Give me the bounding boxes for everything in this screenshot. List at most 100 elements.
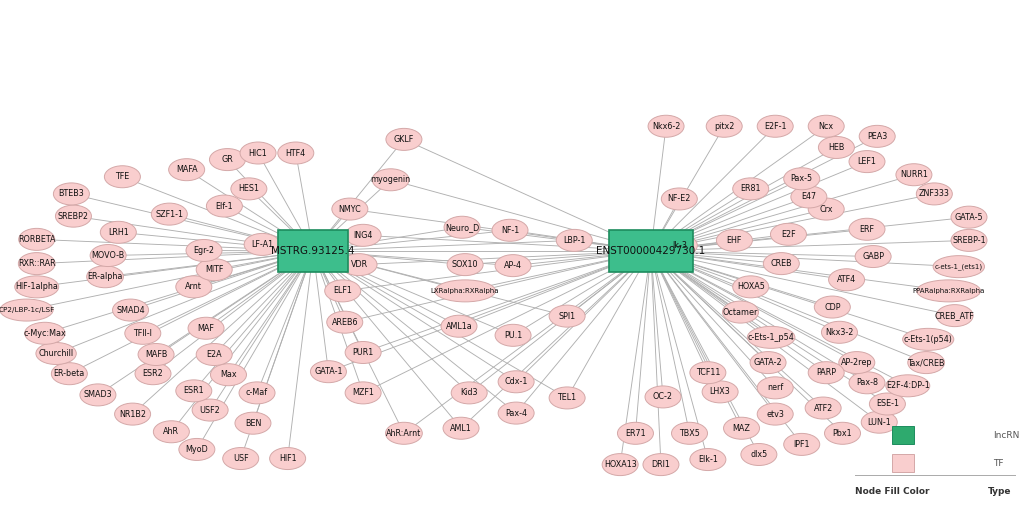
Ellipse shape [450, 382, 487, 404]
Text: Type: Type [987, 487, 1011, 496]
Ellipse shape [79, 384, 116, 406]
Text: Churchill: Churchill [39, 349, 73, 358]
Text: BTEB3: BTEB3 [58, 189, 85, 198]
Ellipse shape [616, 422, 653, 444]
Ellipse shape [277, 142, 314, 164]
Ellipse shape [206, 195, 243, 217]
Text: Elf-1: Elf-1 [215, 201, 233, 211]
Ellipse shape [138, 343, 174, 366]
Text: CREB: CREB [769, 259, 792, 268]
Text: TCF11: TCF11 [695, 368, 719, 377]
Ellipse shape [848, 218, 884, 240]
Ellipse shape [740, 443, 776, 466]
Ellipse shape [344, 224, 381, 246]
Text: Neuro_D: Neuro_D [444, 223, 479, 232]
Text: ER-beta: ER-beta [54, 369, 85, 378]
Ellipse shape [0, 299, 53, 321]
Text: c-Myc:Max: c-Myc:Max [23, 329, 66, 338]
Text: Pax-8: Pax-8 [855, 378, 877, 387]
Text: Nkx3-2: Nkx3-2 [824, 328, 853, 337]
Text: AML1: AML1 [449, 424, 472, 433]
Ellipse shape [124, 322, 161, 344]
Text: Arnt: Arnt [185, 282, 202, 291]
Text: RXR::RAR: RXR::RAR [18, 259, 55, 268]
Ellipse shape [310, 361, 346, 383]
Ellipse shape [858, 125, 895, 147]
Ellipse shape [36, 342, 76, 365]
Ellipse shape [860, 411, 897, 433]
Text: ATF2: ATF2 [813, 403, 832, 413]
Text: LEF1: LEF1 [857, 157, 875, 166]
Text: IPF1: IPF1 [793, 440, 809, 449]
Text: GKLF: GKLF [393, 135, 414, 144]
Ellipse shape [756, 115, 793, 137]
Text: PUR1: PUR1 [353, 348, 373, 357]
Ellipse shape [747, 326, 794, 348]
Ellipse shape [178, 438, 215, 461]
Ellipse shape [916, 280, 979, 302]
Text: AP-4: AP-4 [503, 261, 522, 270]
Text: PU.1: PU.1 [503, 331, 522, 340]
Ellipse shape [18, 228, 55, 250]
Text: lncRNA: lncRNA [993, 430, 1019, 439]
Text: ERF: ERF [859, 225, 873, 234]
Text: c-Ets-1(p54): c-Ets-1(p54) [903, 335, 952, 344]
Ellipse shape [601, 453, 638, 476]
Text: Egr-2: Egr-2 [194, 246, 214, 255]
Ellipse shape [783, 433, 819, 456]
Text: Ik-3: Ik-3 [672, 241, 686, 250]
Text: Cdx-1: Cdx-1 [504, 377, 527, 386]
Ellipse shape [950, 229, 986, 251]
Ellipse shape [848, 150, 884, 173]
Text: LRH1: LRH1 [108, 228, 128, 237]
Ellipse shape [642, 453, 679, 476]
Ellipse shape [344, 341, 381, 364]
Ellipse shape [732, 276, 768, 298]
Text: MZF1: MZF1 [352, 388, 374, 397]
Text: HIF-1alpha: HIF-1alpha [15, 282, 58, 291]
Ellipse shape [151, 203, 187, 225]
Ellipse shape [55, 205, 92, 227]
Ellipse shape [324, 280, 361, 302]
Text: Kid3: Kid3 [460, 388, 478, 397]
Text: NF-E2: NF-E2 [667, 194, 690, 204]
Text: BEN: BEN [245, 419, 261, 428]
Text: Pbx1: Pbx1 [832, 429, 852, 438]
Text: OC-2: OC-2 [652, 392, 673, 401]
Ellipse shape [548, 387, 585, 409]
Ellipse shape [907, 351, 944, 374]
Ellipse shape [813, 296, 850, 318]
Ellipse shape [434, 280, 495, 302]
FancyBboxPatch shape [892, 426, 913, 444]
Text: dlx5: dlx5 [750, 450, 766, 459]
Ellipse shape [90, 244, 126, 267]
Ellipse shape [331, 198, 368, 220]
Ellipse shape [756, 377, 793, 399]
Text: RORBETA: RORBETA [18, 235, 55, 244]
Ellipse shape [689, 448, 726, 471]
Ellipse shape [385, 128, 422, 150]
Ellipse shape [53, 183, 90, 205]
Ellipse shape [807, 198, 844, 220]
Text: MyoD: MyoD [185, 445, 208, 454]
Text: Octamer: Octamer [722, 308, 757, 317]
Text: NF-1: NF-1 [500, 226, 519, 235]
Text: GR: GR [221, 155, 233, 164]
Ellipse shape [902, 328, 953, 350]
Text: SMAD4: SMAD4 [116, 306, 145, 315]
Text: Nkx6-2: Nkx6-2 [651, 122, 680, 131]
Text: CDP: CDP [823, 302, 840, 312]
Ellipse shape [827, 269, 864, 291]
FancyBboxPatch shape [608, 230, 692, 272]
Text: E2F-4:DP-1: E2F-4:DP-1 [886, 381, 928, 390]
Ellipse shape [440, 315, 477, 337]
Ellipse shape [749, 351, 786, 374]
Ellipse shape [660, 188, 697, 210]
Ellipse shape [671, 422, 707, 444]
Ellipse shape [238, 382, 275, 404]
Ellipse shape [756, 403, 793, 425]
Text: AhR:Arnt: AhR:Arnt [386, 429, 421, 438]
Text: E2F: E2F [781, 230, 795, 239]
Text: SREBP2: SREBP2 [58, 212, 89, 221]
Text: SPI1: SPI1 [558, 312, 575, 321]
